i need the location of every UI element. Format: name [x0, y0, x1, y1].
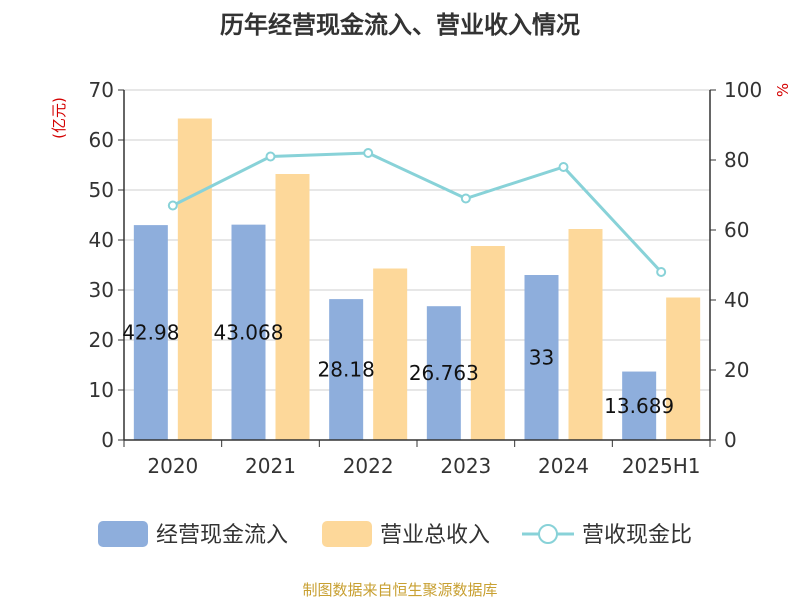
ratio-point	[656, 267, 667, 277]
ratio-line-path	[172, 151, 663, 274]
axes: 0 10 20 30 40 50 60 70 0 20 40 60 80 100 2020 2021 2022 2…	[89, 78, 763, 478]
ratio-point	[167, 200, 178, 211]
cash-inflow-bar	[329, 299, 364, 440]
revenue-bar	[470, 246, 505, 440]
ratio-point	[363, 148, 374, 158]
cash-inflow-data-label: 13.689	[604, 394, 674, 418]
x-tick-label: 2025H1	[622, 454, 701, 478]
ratio-line	[167, 148, 667, 277]
gridlines	[124, 89, 710, 391]
data-labels: 42.98 43.068 28.18 26.763 33 13.689	[122, 320, 674, 417]
cash-inflow-bar	[133, 225, 168, 440]
y-right-tick-label: 0	[724, 428, 737, 452]
cash-inflow-bar	[426, 306, 461, 440]
y-right-tick-label: 80	[724, 148, 749, 172]
revenue-bar	[373, 268, 408, 440]
cash-inflow-bar	[622, 371, 657, 440]
cash-inflow-bar	[231, 224, 266, 440]
legend-label-ratio: 营收现金比	[582, 523, 692, 548]
cash-inflow-data-label: 26.763	[409, 361, 479, 385]
cash-inflow-bar	[524, 275, 559, 440]
legend-label-revenue: 营业总收入	[380, 523, 490, 548]
cash-inflow-data-label: 43.068	[214, 320, 284, 344]
cash-inflow-data-label: 28.18	[318, 358, 375, 382]
ratio-point	[460, 193, 471, 204]
y-left-tick-label: 0	[101, 428, 114, 452]
y-left-tick-label: 10	[89, 378, 114, 402]
source-note: 制图数据来自恒生聚源数据库	[302, 581, 497, 599]
chart-title: 历年经营现金流入、营业收入情况	[220, 11, 580, 39]
revenue-bar	[177, 118, 212, 440]
y-left-tick-label: 70	[89, 78, 114, 102]
x-tick-label: 2021	[245, 454, 296, 478]
ratio-point	[265, 151, 276, 162]
legend-swatch-revenue	[322, 521, 372, 547]
x-tick-label: 2022	[343, 454, 394, 478]
x-tick-label: 2020	[147, 454, 198, 478]
y-left-tick-label: 60	[89, 128, 114, 152]
cash-inflow-data-label: 42.98	[122, 321, 179, 345]
revenue-bar	[666, 297, 701, 440]
y-right-unit: %	[774, 83, 792, 97]
y-right-tick-label: 100	[724, 78, 762, 102]
legend-swatch-ratio-marker	[538, 524, 558, 544]
revenue-bar	[568, 229, 603, 440]
y-left-tick-label: 30	[89, 278, 114, 302]
y-right-tick-label: 20	[724, 358, 749, 382]
legend: 经营现金流入 营业总收入 营收现金比	[98, 521, 692, 548]
y-left-tick-label: 50	[89, 178, 114, 202]
y-left-tick-label: 40	[89, 228, 114, 252]
y-right-tick-label: 40	[724, 288, 749, 312]
x-tick-label: 2023	[440, 454, 491, 478]
y-left-unit: (亿元)	[50, 97, 68, 139]
legend-label-cash-inflow: 经营现金流入	[156, 523, 288, 548]
y-right-tick-label: 60	[724, 218, 749, 242]
cash-inflow-data-label: 33	[529, 346, 554, 370]
legend-swatch-cash-inflow	[98, 521, 148, 547]
y-left-tick-label: 20	[89, 328, 114, 352]
bars	[133, 118, 701, 440]
x-tick-label: 2024	[538, 454, 589, 478]
ratio-point	[558, 162, 569, 172]
revenue-bar	[275, 174, 310, 440]
